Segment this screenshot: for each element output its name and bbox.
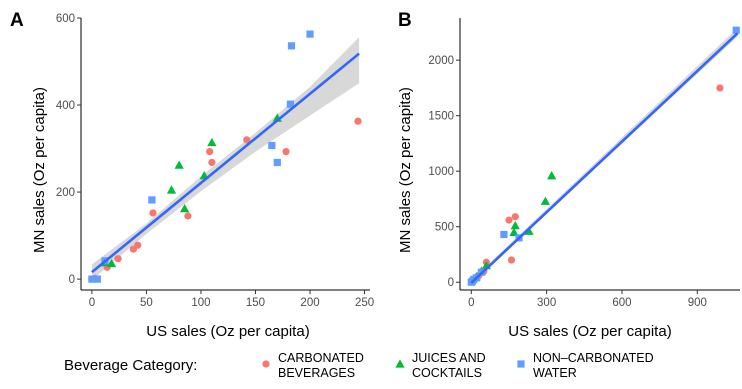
panel-b-point-triangle [541,197,550,205]
panel-a-confidence-band [92,37,359,280]
panel-b-x-tick-label: 300 [537,297,556,309]
panel-b-point-circle [505,216,512,223]
panel-b-point-circle [508,256,515,263]
panel-a-x-tick-label: 100 [191,297,210,309]
legend-marker-circle [262,360,269,367]
panel-b-point-circle [716,84,723,91]
panel-b-x-tick-label: 900 [688,297,707,309]
panel-a-y-tick-label: 400 [56,100,75,112]
panel-b-xlabel: US sales (Oz per capita) [508,323,671,340]
panel-a-x-tick-label: 150 [246,297,265,309]
panel-a-point-circle [184,212,191,219]
panel-b-y-tick-label: 1500 [428,111,454,123]
panel-b-ylabel: MN sales (Oz per capita) [397,87,414,253]
panel-a-xlabel: US sales (Oz per capita) [146,323,309,340]
panel-a-point-square [288,42,295,49]
panel-a-point-circle [149,209,156,216]
panel-a-point-triangle [175,160,184,168]
panel-b-y-tick-label: 0 [448,277,454,289]
legend-label: WATER [533,366,577,380]
panel-b-y-tick-label: 500 [435,222,454,234]
panel-b-point-triangle [547,171,556,179]
panel-a-x-tick-label: 200 [300,297,319,309]
panel-b: B MN sales (Oz per capita) US sales (Oz … [397,10,740,340]
panel-a-label: A [10,10,24,31]
panel-a-y-tick-label: 600 [56,13,75,25]
legend-marker-triangle [395,359,404,367]
panel-a-point-square [274,159,281,166]
legend-label: JUICES AND [412,351,486,365]
panel-a-point-circle [134,242,141,249]
panel-b-plot: 0 500 1000 1500 2000 0 300 600 900 [428,18,740,309]
panel-a-x-tick-label: 250 [355,297,374,309]
panel-a-ylabel: MN sales (Oz per capita) [31,87,48,253]
panel-a-y-tick-label: 0 [69,274,75,286]
panel-a-point-circle [208,159,215,166]
legend-marker-square [517,360,524,367]
panel-a-point-circle [206,148,213,155]
panel-a: A MN sales (Oz per capita) US sales (Oz … [10,10,374,340]
legend-label: CARBONATED [278,351,364,365]
legend-label: NON–CARBONATED [533,351,654,365]
legend-title: Beverage Category: [64,357,197,374]
panel-b-regression-line [471,33,737,282]
panel-b-x-tick-label: 0 [468,297,474,309]
panel-b-point-triangle [511,221,520,229]
panel-a-point-square [94,276,101,283]
panel-a-point-circle [282,148,289,155]
panel-a-point-square [306,31,313,38]
panel-a-point-square [148,196,155,203]
panel-a-y-tick-label: 200 [56,187,75,199]
panel-b-y-tick-label: 2000 [428,55,454,67]
panel-a-point-square [268,142,275,149]
panel-b-point-square [500,231,507,238]
panel-a-plot: 0 200 400 600 0 50 100 150 200 250 [56,13,374,309]
panel-a-regression-line [92,54,359,273]
panel-b-label: B [398,10,412,31]
legend-label: BEVERAGES [278,366,355,380]
panel-b-y-tick-label: 1000 [428,166,454,178]
panel-a-point-triangle [207,138,216,146]
legend-label: COCKTAILS [412,366,482,380]
panel-a-x-tick-label: 0 [89,297,95,309]
panel-a-x-tick-label: 50 [140,297,153,309]
panel-a-point-triangle [167,185,176,193]
panel-a-point-circle [114,255,121,262]
panel-b-x-tick-label: 600 [612,297,631,309]
panel-b-point-circle [512,213,519,220]
panel-a-point-circle [354,118,361,125]
